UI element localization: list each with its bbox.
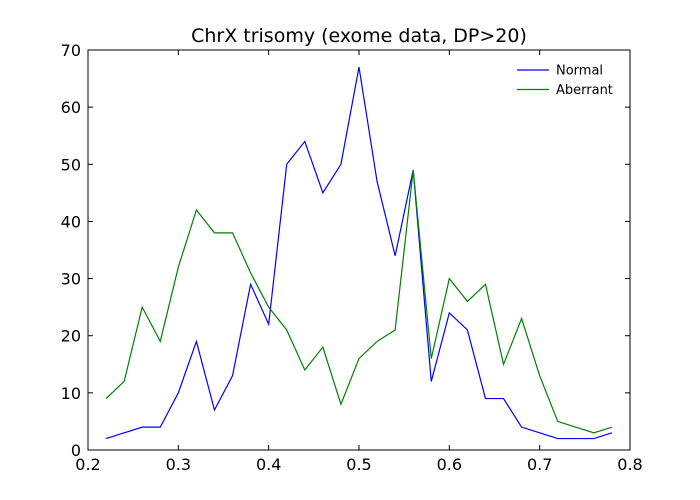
legend: Normal Aberrant <box>517 64 613 98</box>
y-tick-label: 0 <box>71 441 81 460</box>
series-line-aberrant <box>105 169 613 434</box>
series-line-normal <box>105 67 613 440</box>
x-tick-label: 0.8 <box>617 455 642 474</box>
x-tick-label: 0.5 <box>346 455 371 474</box>
plot-area <box>87 49 631 451</box>
x-tick-label: 0.2 <box>75 455 100 474</box>
x-axis: 0.2 0.3 0.4 0.5 0.6 0.7 0.8 <box>75 50 643 474</box>
y-tick-label: 50 <box>61 155 81 174</box>
y-tick-label: 70 <box>61 41 81 60</box>
y-tick-label: 30 <box>61 270 81 289</box>
chart-title: ChrX trisomy (exome data, DP>20) <box>191 25 527 47</box>
x-tick-label: 0.7 <box>527 455 552 474</box>
y-tick-label: 60 <box>61 98 81 117</box>
x-tick-label: 0.6 <box>437 455 462 474</box>
legend-label-normal: Normal <box>556 64 603 79</box>
plot-frame <box>87 49 631 451</box>
legend-label-aberrant: Aberrant <box>556 83 613 98</box>
y-tick-label: 20 <box>61 327 81 346</box>
y-tick-label: 40 <box>61 212 81 231</box>
x-tick-label: 0.4 <box>256 455 281 474</box>
y-axis: 0 10 20 30 40 50 60 70 <box>61 41 630 460</box>
series-layer <box>105 67 613 440</box>
y-tick-label: 10 <box>61 384 81 403</box>
x-tick-label: 0.3 <box>166 455 191 474</box>
